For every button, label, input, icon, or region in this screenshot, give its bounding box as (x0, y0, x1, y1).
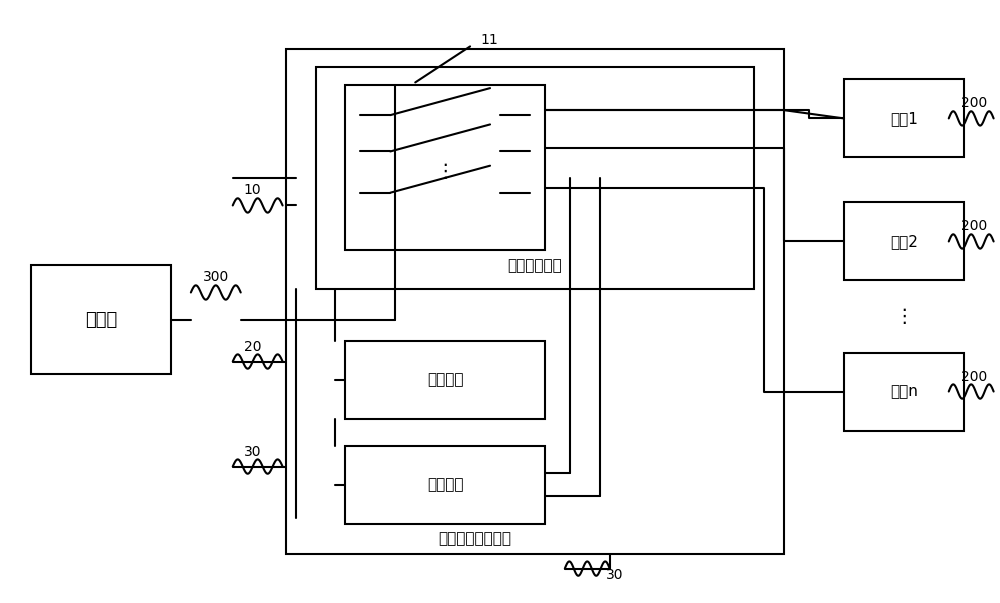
Bar (844, 203, 964, 280)
Bar (286, 49, 784, 554)
Text: ⋮: ⋮ (894, 307, 914, 326)
Text: 200: 200 (961, 370, 987, 384)
Text: 200: 200 (961, 219, 987, 233)
Bar (345, 341, 545, 418)
Text: 微控制器: 微控制器 (427, 372, 463, 387)
Text: 电池充电切换装置: 电池充电切换装置 (439, 531, 512, 546)
Text: 30: 30 (244, 444, 261, 458)
Text: 电池2: 电池2 (890, 234, 918, 249)
Text: 200: 200 (961, 96, 987, 110)
Text: 电子开关矩阵: 电子开关矩阵 (508, 258, 562, 273)
Text: 电池n: 电池n (890, 384, 918, 399)
Text: 充电器: 充电器 (85, 311, 117, 329)
Text: ⋮: ⋮ (435, 162, 455, 181)
Text: 20: 20 (244, 339, 261, 353)
Text: 11: 11 (480, 33, 498, 48)
Bar (345, 86, 545, 250)
Text: 300: 300 (203, 271, 229, 285)
Bar (844, 353, 964, 431)
Text: 10: 10 (244, 183, 262, 197)
Text: 电池1: 电池1 (890, 111, 918, 126)
Bar (316, 68, 754, 289)
Text: 30: 30 (606, 567, 623, 582)
Bar (31, 265, 171, 373)
Bar (844, 80, 964, 157)
Bar (345, 446, 545, 523)
Text: 通误电路: 通误电路 (427, 477, 463, 492)
